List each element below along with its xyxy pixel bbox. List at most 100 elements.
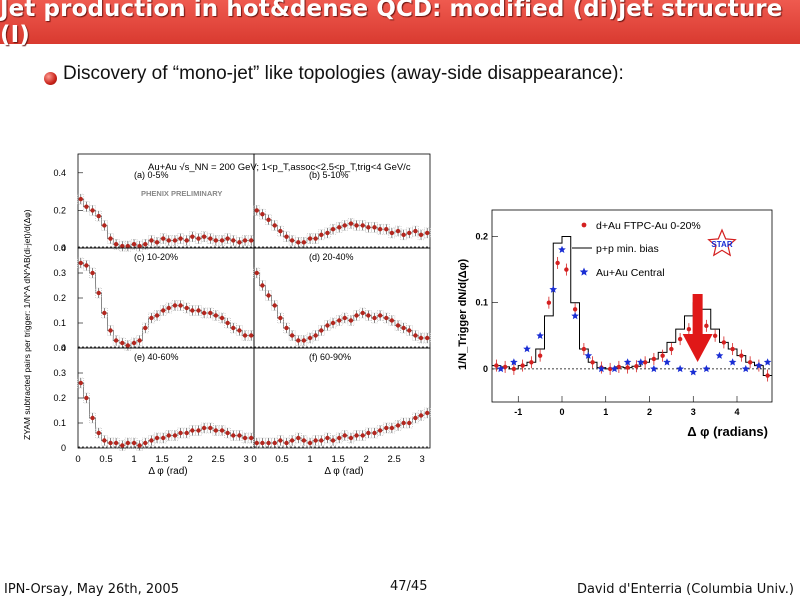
data-point (284, 234, 289, 239)
sys-box (347, 218, 355, 229)
sys-box (412, 412, 419, 424)
auau-point (558, 245, 566, 253)
y-tick-label: 0.4 (53, 168, 66, 178)
x-tick-label: 0 (559, 407, 564, 417)
sys-box (112, 335, 120, 346)
y-tick-label: 0.1 (53, 418, 66, 428)
data-point (336, 435, 342, 441)
data-point (389, 318, 395, 323)
data-point (407, 328, 412, 333)
data-point (278, 228, 283, 234)
step-envelope (77, 382, 255, 446)
data-point (307, 440, 313, 446)
data-point (254, 440, 260, 446)
data-point (401, 232, 406, 238)
sys-box (107, 325, 114, 336)
x-tick-label: -1 (514, 407, 522, 417)
data-point (137, 338, 142, 343)
dau-point (520, 363, 525, 368)
pp-histogram (492, 235, 772, 377)
data-point (178, 430, 183, 436)
sys-box (388, 315, 396, 326)
data-point (325, 323, 330, 328)
data-point (242, 435, 248, 441)
sys-box (394, 225, 402, 237)
data-point (84, 395, 89, 401)
auau-point (597, 364, 606, 373)
sys-box (112, 437, 120, 449)
data-point (348, 221, 354, 226)
slide-title: Jet production in hot&dense QCD: modifie… (0, 0, 783, 48)
data-point (278, 438, 283, 443)
sys-box (347, 315, 355, 326)
sys-box (171, 300, 179, 311)
dau-point (590, 360, 595, 365)
data-point (354, 223, 359, 228)
data-point (260, 283, 265, 288)
data-point (201, 425, 207, 431)
sys-box (359, 430, 366, 441)
data-point (313, 438, 318, 443)
sys-box (277, 312, 284, 324)
data-point (178, 303, 183, 308)
sys-box (406, 325, 413, 336)
sys-box (329, 223, 337, 235)
data-point (154, 313, 160, 318)
data-point (260, 211, 265, 217)
sys-box (359, 307, 366, 319)
data-point (137, 243, 142, 249)
data-point (413, 415, 418, 421)
data-point (225, 236, 230, 241)
sys-box (212, 310, 220, 321)
data-point (325, 435, 330, 441)
bullet-text: Discovery of “mono-jet” like topologies … (63, 63, 624, 84)
data-point (166, 433, 172, 438)
data-point (342, 433, 348, 438)
data-point (108, 236, 113, 241)
sys-box (283, 322, 290, 334)
sys-box (324, 432, 331, 444)
data-point (424, 230, 430, 236)
data-point (84, 263, 89, 268)
data-point (319, 438, 324, 443)
auau-point (584, 351, 593, 359)
dau-point (765, 373, 770, 378)
sys-box (335, 315, 343, 326)
plot-frame (491, 209, 773, 403)
data-point (319, 232, 324, 238)
data-point (296, 338, 301, 343)
sys-box (359, 220, 366, 231)
x-tick-label: 1.5 (331, 454, 344, 465)
dau-point (651, 356, 657, 362)
x-axis-label: Δ φ (rad) (148, 466, 187, 476)
sys-box (183, 427, 190, 439)
auau-point (636, 358, 645, 366)
data-point (360, 310, 365, 316)
data-point (266, 440, 271, 446)
auau-point (623, 358, 632, 366)
x-tick-label: 2.5 (212, 454, 225, 465)
sys-box (365, 310, 372, 321)
data-point (125, 343, 131, 348)
dau-point (712, 333, 718, 338)
data-point (96, 213, 101, 219)
data-point (120, 443, 125, 448)
data-point (377, 428, 383, 433)
data-point (237, 240, 242, 245)
sys-box (148, 312, 155, 324)
sys-box (101, 220, 108, 231)
data-point (401, 420, 406, 426)
sys-box (423, 332, 431, 344)
data-point (201, 234, 207, 239)
data-point (418, 232, 424, 238)
data-point (149, 438, 154, 443)
data-point (190, 308, 195, 313)
y-tick-label: 0 (483, 364, 488, 374)
data-point (272, 303, 277, 308)
sys-box (283, 437, 290, 449)
data-point (377, 227, 383, 232)
panel-label: (f) 60-90% (309, 352, 351, 362)
data-point (418, 413, 424, 418)
data-point (407, 230, 412, 236)
sys-box (371, 312, 378, 324)
